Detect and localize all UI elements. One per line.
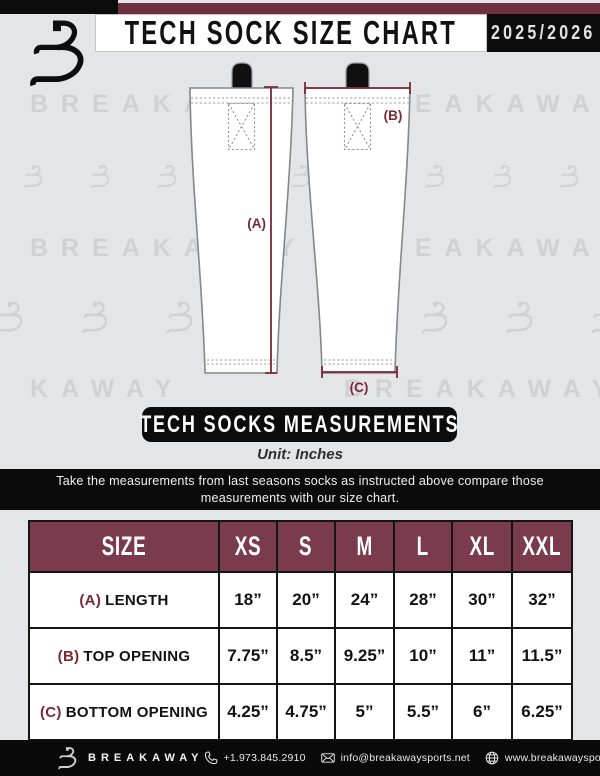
- footer: BREAKAWAY +1.973.845.2910 info@breakaway…: [0, 740, 600, 776]
- breakaway-b-watermark-icon: [589, 300, 600, 336]
- column-header-m: M: [334, 520, 395, 573]
- footer-website: www.breakawaysports.net: [485, 751, 600, 765]
- breakaway-b-watermark-icon: [89, 164, 109, 190]
- row-label: (B) TOP OPENING: [28, 627, 220, 685]
- footer-email-text: info@breakawaysports.net: [340, 752, 470, 764]
- season-badge: 2025/2026: [487, 14, 600, 52]
- size-value-cell: 8.5”: [276, 627, 336, 685]
- envelope-icon: [320, 753, 335, 763]
- page-title: TECH SOCK SIZE CHART: [95, 14, 487, 52]
- top-left-black-strip: [0, 0, 118, 14]
- sock-front-top-stitch: [191, 97, 292, 104]
- instruction-line-2: measurements with our size chart.: [200, 490, 400, 505]
- breakaway-logo-footer-icon: [55, 746, 77, 771]
- measurements-banner: TECH SOCKS MEASUREMENTS: [139, 407, 460, 442]
- sock-diagram: (A) (B) (C): [189, 62, 411, 395]
- column-header-s: S: [276, 520, 336, 573]
- measure-line-b: [304, 82, 411, 94]
- globe-icon: [485, 751, 499, 765]
- sock-back-bottom-stitch: [324, 359, 393, 365]
- column-header-xs: XS: [218, 520, 278, 573]
- column-header-l: L: [393, 520, 453, 573]
- measure-line-a: [264, 86, 278, 374]
- footer-phone: +1.973.845.2910: [204, 751, 306, 765]
- measurement-annotations: (A) (B) (C): [247, 82, 411, 395]
- sock-front-outline: [189, 87, 294, 374]
- breakaway-b-watermark-icon: [0, 300, 22, 336]
- row-label: (A) LENGTH: [28, 571, 220, 629]
- size-value-cell: 6.25”: [511, 683, 573, 741]
- row-label-text: TOP OPENING: [83, 647, 191, 665]
- size-value-cell: 11.5”: [511, 627, 573, 685]
- measurements-banner-text: TECH SOCKS MEASUREMENTS: [139, 410, 460, 438]
- footer-email: info@breakawaysports.net: [320, 751, 470, 765]
- size-value-cell: 24”: [334, 571, 395, 629]
- row-label: (C) BOTTOM OPENING: [28, 683, 220, 741]
- sock-back-outline: [304, 87, 411, 374]
- sock-back-patch: [343, 102, 372, 151]
- size-value-cell: 18”: [218, 571, 278, 629]
- size-value-cell: 5”: [334, 683, 395, 741]
- size-value-cell: 32”: [511, 571, 573, 629]
- table-row-length: (A) LENGTH 18” 20” 24” 28” 30” 32”: [28, 571, 573, 629]
- footer-contacts: +1.973.845.2910 info@breakawaysports.net…: [204, 751, 600, 765]
- size-value-cell: 4.75”: [276, 683, 336, 741]
- instruction-line-1: Take the measurements from last seasons …: [56, 474, 544, 488]
- column-header-size: SIZE: [28, 520, 220, 573]
- breakaway-b-watermark-icon: [22, 164, 42, 190]
- size-chart-table: SIZE XS S M L XL XXL (A) LENGTH 18” 20” 2…: [28, 520, 573, 741]
- label-c: (C): [350, 380, 369, 395]
- unit-note: Unit: Inches: [257, 446, 343, 463]
- row-label-prefix: (B): [57, 647, 80, 665]
- label-b: (B): [384, 108, 403, 123]
- watermark-text-row: KAWAY BREAKAWAY: [30, 375, 600, 403]
- sock-front-patch: [227, 102, 256, 151]
- row-label-text: BOTTOM OPENING: [65, 703, 208, 721]
- breakaway-b-watermark-icon: [504, 300, 532, 336]
- breakaway-b-watermark-icon: [491, 164, 511, 190]
- row-label-prefix: (A): [79, 591, 102, 609]
- row-label-prefix: (C): [40, 703, 62, 721]
- footer-brand: BREAKAWAY: [88, 752, 204, 764]
- size-value-cell: 9.25”: [334, 627, 395, 685]
- row-label-text: LENGTH: [105, 591, 169, 609]
- size-value-cell: 10”: [393, 627, 453, 685]
- page-title-text: TECH SOCK SIZE CHART: [124, 14, 458, 51]
- size-value-cell: 20”: [276, 571, 336, 629]
- breakaway-b-watermark-icon: [79, 300, 107, 336]
- measure-line-c: [321, 366, 398, 378]
- size-value-cell: 6”: [451, 683, 513, 741]
- table-row-bottom-opening: (C) BOTTOM OPENING 4.25” 4.75” 5” 5.5” 6”…: [28, 683, 573, 741]
- table-header-row: SIZE XS S M L XL XXL: [28, 520, 573, 573]
- footer-phone-text: +1.973.845.2910: [223, 752, 306, 764]
- instruction-bar: Take the measurements from last seasons …: [0, 469, 600, 510]
- size-value-cell: 5.5”: [393, 683, 453, 741]
- breakaway-b-watermark-icon: [558, 164, 578, 190]
- size-value-cell: 30”: [451, 571, 513, 629]
- size-value-cell: 28”: [393, 571, 453, 629]
- column-header-xxl: XXL: [511, 520, 573, 573]
- sock-front: [189, 62, 294, 374]
- size-value-cell: 4.25”: [218, 683, 278, 741]
- season-text: 2025/2026: [491, 21, 596, 44]
- size-value-cell: 7.75”: [218, 627, 278, 685]
- label-a: (A): [247, 216, 266, 231]
- size-value-cell: 11”: [451, 627, 513, 685]
- top-maroon-strip: [118, 3, 600, 14]
- table-row-top-opening: (B) TOP OPENING 7.75” 8.5” 9.25” 10” 11” …: [28, 627, 573, 685]
- footer-website-text: www.breakawaysports.net: [504, 752, 600, 764]
- phone-icon: [204, 751, 217, 765]
- column-header-xl: XL: [451, 520, 513, 573]
